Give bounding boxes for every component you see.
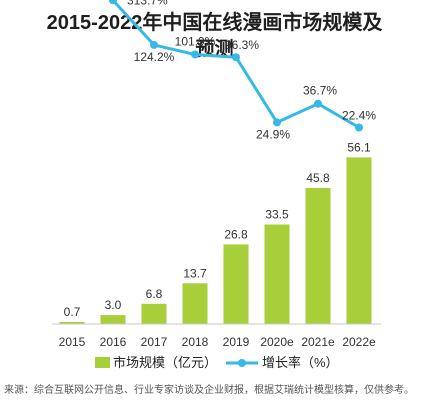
growth-point-2021e — [314, 99, 322, 108]
source-note: 来源：综合互联网公开信息、行业专家访谈及企业财报，根据艾瑞统计模型核算，仅供参考… — [4, 385, 414, 396]
bar-2021e — [305, 187, 331, 324]
line-layer: 313.7% 124.2%101.9% 96.3% 24.9% 36.7% 22.4% — [109, 0, 376, 141]
legend: 市场规模（亿元） 增长率（%） — [95, 355, 339, 370]
bar-label-2017: 6.8 — [146, 287, 163, 301]
x-tick-2018: 2018 — [182, 335, 209, 349]
bar-label-2021e: 45.8 — [306, 171, 330, 185]
legend-label-line: 增长率（%） — [262, 355, 339, 370]
bar-2022e — [346, 157, 372, 324]
bar-2019 — [223, 244, 249, 324]
growth-label-2019: 96.3% — [225, 38, 259, 52]
growth-point-2016 — [109, 0, 117, 5]
growth-point-2019 — [232, 53, 240, 62]
growth-label-2021e: 36.7% — [303, 84, 337, 98]
legend-swatch-bar — [95, 357, 110, 368]
legend-marker-line — [238, 359, 246, 367]
growth-point-2017 — [150, 40, 158, 49]
bar-label-2020e: 33.5 — [265, 208, 289, 222]
legend-label-bar: 市场规模（亿元） — [113, 355, 217, 370]
bar-label-2022e: 56.1 — [347, 140, 371, 154]
growth-label-2020e: 24.9% — [256, 127, 290, 141]
bar-label-2015: 0.7 — [64, 305, 81, 319]
growth-point-2018 — [191, 50, 199, 59]
bar-2020e — [264, 224, 290, 324]
bar-2017 — [141, 303, 167, 324]
x-tick-2021e: 2021e — [301, 335, 335, 349]
growth-label-2018: 101.9% — [175, 34, 216, 48]
x-tick-2015: 2015 — [59, 335, 86, 349]
x-tick-2017: 2017 — [141, 335, 168, 349]
growth-label-2022e: 22.4% — [342, 109, 376, 123]
x-tick-2016: 2016 — [100, 335, 127, 349]
bar-2018 — [182, 283, 208, 324]
x-axis-labels: 2015 2016 2017 2018 2019 2020e 2021e 2022e — [59, 335, 376, 349]
x-tick-2020e: 2020e — [260, 335, 294, 349]
growth-label-2016: 313.7% — [127, 0, 168, 7]
bars-layer: 0.7 3.0 6.8 13.7 26.8 33.5 45.8 56.1 — [59, 140, 372, 324]
bar-label-2019: 26.8 — [224, 227, 248, 241]
growth-label-2017: 124.2% — [134, 50, 175, 64]
x-tick-2022e: 2022e — [342, 335, 376, 349]
bar-2015 — [59, 321, 85, 324]
growth-point-2020e — [273, 118, 281, 127]
x-tick-2019: 2019 — [223, 335, 250, 349]
growth-point-2022e — [355, 123, 363, 132]
bar-label-2016: 3.0 — [105, 298, 122, 312]
bar-label-2018: 13.7 — [183, 266, 207, 280]
bar-2016 — [100, 315, 126, 324]
